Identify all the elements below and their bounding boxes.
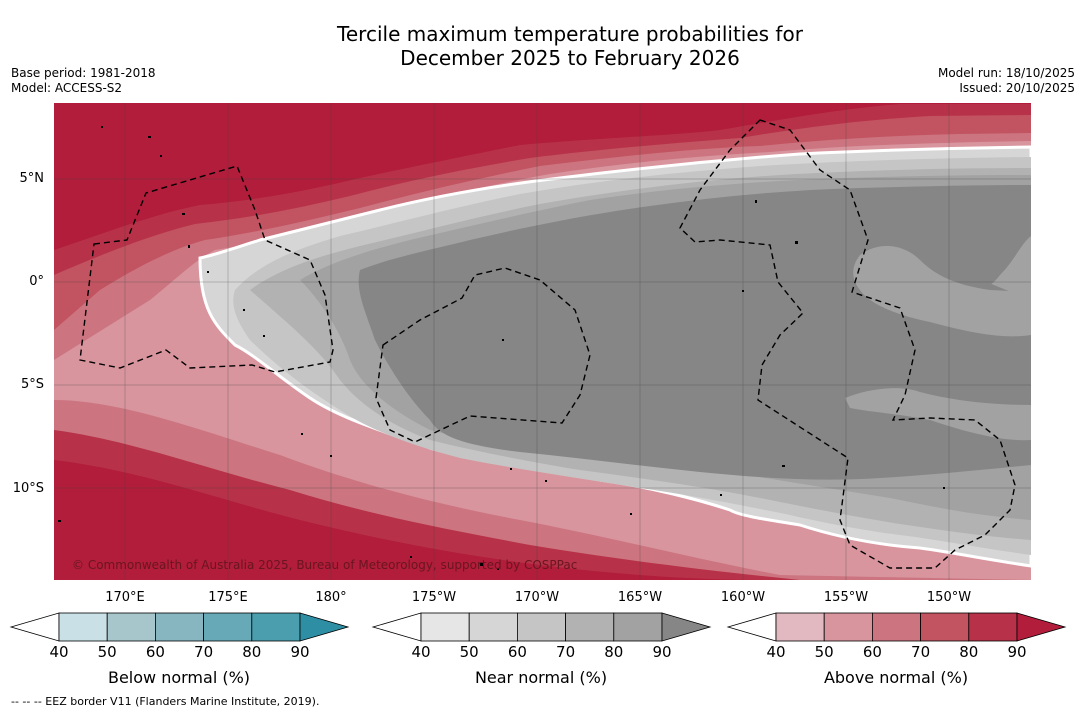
south-above90-band (54, 460, 760, 580)
lon-label-160w: 160°W (720, 590, 766, 605)
base-period: Base period: 1981-2018 (11, 66, 156, 80)
colorbar-below-max-arrow (299, 612, 350, 642)
lon-label-175e: 175°E (208, 590, 248, 605)
map-field (54, 103, 1031, 580)
colorbar-below-tick: 40 (49, 643, 69, 661)
eez-kiribati-line (679, 119, 1016, 569)
eez-legend-note: -- -- -- EEZ border V11 (Flanders Marine… (11, 695, 320, 708)
title-line-1: Tercile maximum temperature probabilitie… (337, 22, 803, 46)
colorbar-near-tick: 70 (556, 643, 576, 661)
islands (58, 126, 945, 570)
colorbar-above-max-arrow (1016, 612, 1067, 642)
colorbar-below-segment (106, 612, 156, 642)
near80-blob-south (845, 388, 1031, 441)
colorbar-near-tick: 40 (411, 643, 431, 661)
colorbar-above-segment (968, 612, 1018, 642)
title-line-2: December 2025 to February 2026 (400, 46, 740, 70)
colorbar-above-tick: 80 (959, 643, 979, 661)
colorbar-near-tick: 90 (652, 643, 672, 661)
colorbar-below-tick: 80 (242, 643, 262, 661)
lon-label-175w: 175°W (411, 590, 457, 605)
colorbar-near-segment (420, 612, 470, 642)
lon-label-165w: 165°W (617, 590, 663, 605)
colorbar-near-tick: 50 (459, 643, 479, 661)
model-name: Model: ACCESS-S2 (11, 81, 123, 95)
colorbar-above-min-arrow (726, 612, 777, 642)
eez-tokelau (375, 267, 591, 443)
colorbar-below-tick: 90 (290, 643, 310, 661)
colorbar-near-segment (613, 612, 663, 642)
lat-label-0: 0° (29, 274, 44, 289)
colorbar-above-tick: 70 (911, 643, 931, 661)
colorbar-above-tick: 90 (1007, 643, 1027, 661)
colorbar-above-tick: 50 (814, 643, 834, 661)
colorbar-near-segment (468, 612, 518, 642)
colorbars-svg (9, 612, 1067, 642)
colorbar-above-normal (726, 612, 1067, 642)
model-run: Model run: 18/10/2025 (937, 66, 1075, 80)
colorbar-near-segment (517, 612, 567, 642)
colorbar-below-tick: 60 (145, 643, 165, 661)
colorbar-below-tick: 70 (194, 643, 214, 661)
colorbar-near-title: Near normal (%) (474, 668, 608, 687)
lon-label-155w: 155°W (823, 590, 869, 605)
colorbar-below-segment (58, 612, 108, 642)
colorbar-below-min-arrow (9, 612, 60, 642)
colorbar-near-normal (371, 612, 712, 642)
colorbar-near-segment (565, 612, 615, 642)
colorbar-below-segment (154, 612, 204, 642)
colorbar-above-segment (775, 612, 825, 642)
map-title: Tercile maximum temperature probabilitie… (0, 22, 1085, 70)
colorbar-below-segment (203, 612, 253, 642)
eez-borders (79, 119, 1016, 569)
meta-right: Model run: 18/10/2025 Issued: 20/10/2025 (938, 66, 1075, 96)
colorbar-above-tick: 60 (862, 643, 882, 661)
lon-label-170e: 170°E (105, 590, 145, 605)
lon-label-180: 180° (315, 590, 347, 605)
colorbar-above-segment (823, 612, 873, 642)
colorbar-above-title: Above normal (%) (823, 668, 969, 687)
lat-label-5n: 5°N (19, 171, 45, 186)
colorbar-above-tick: 40 (766, 643, 786, 661)
colorbar-near-max-arrow (661, 612, 712, 642)
colorbar-below-normal (9, 612, 350, 642)
issued-date: Issued: 20/10/2025 (959, 81, 1075, 95)
lat-label-10s: 10°S (12, 481, 44, 496)
eez-tuvalu (79, 165, 334, 373)
meta-left: Base period: 1981-2018 Model: ACCESS-S2 (11, 66, 156, 96)
lat-label-5s: 5°S (20, 377, 44, 392)
colorbar-near-min-arrow (371, 612, 422, 642)
lon-label-150w: 150°W (926, 590, 972, 605)
colorbar-above-segment (872, 612, 922, 642)
graticule (54, 103, 1031, 580)
colorbar-above-segment (920, 612, 970, 642)
colorbar-below-title: Below normal (%) (107, 668, 251, 687)
colorbar-below-tick: 50 (97, 643, 117, 661)
colorbar-near-tick: 80 (604, 643, 624, 661)
copyright-notice: © Commonwealth of Australia 2025, Bureau… (72, 558, 578, 572)
colorbar-near-tick: 60 (507, 643, 527, 661)
lon-label-170w: 170°W (514, 590, 560, 605)
colorbar-below-segment (251, 612, 301, 642)
near80-blob-east (853, 245, 1031, 337)
